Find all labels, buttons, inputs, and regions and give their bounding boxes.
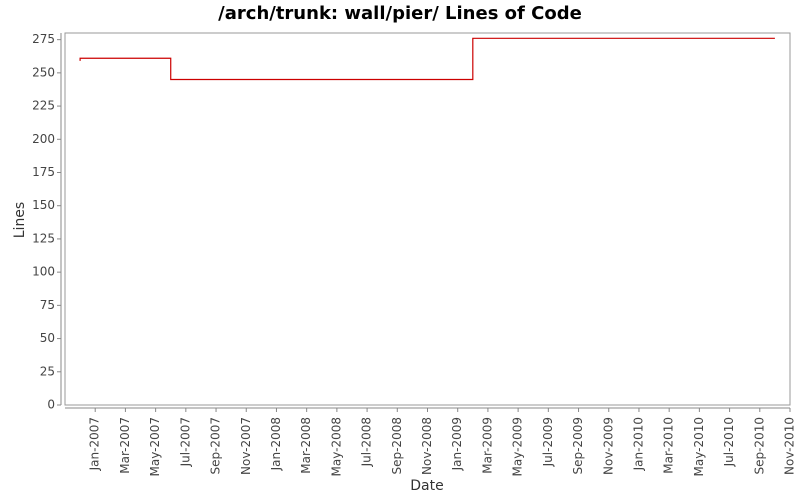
x-tick-label: Jul-2009 xyxy=(541,417,555,467)
x-tick-label: Jul-2008 xyxy=(360,417,374,467)
y-axis-label: Lines xyxy=(12,202,28,238)
y-tick-label: 175 xyxy=(32,165,55,179)
x-tick-label: Nov-2010 xyxy=(783,417,797,475)
y-tick-label: 150 xyxy=(32,198,55,212)
x-tick-label: May-2010 xyxy=(692,417,706,476)
x-tick-label: Mar-2007 xyxy=(118,417,132,474)
y-tick-label: 75 xyxy=(40,298,55,312)
plot-area xyxy=(64,32,791,406)
x-tick-label: May-2008 xyxy=(329,417,343,476)
x-tick-label: Mar-2008 xyxy=(299,417,313,474)
y-tick-label: 50 xyxy=(40,331,55,345)
x-tick-label: Nov-2008 xyxy=(420,417,434,475)
x-axis-label: Date xyxy=(410,478,443,494)
x-tick-label: Jan-2009 xyxy=(450,417,464,471)
x-tick-label: Sep-2007 xyxy=(209,417,223,475)
x-tick-label: Sep-2010 xyxy=(752,417,766,475)
x-tick-label: May-2009 xyxy=(511,417,525,476)
x-tick-label: Jan-2010 xyxy=(631,417,645,471)
x-tick-label: Sep-2008 xyxy=(390,417,404,475)
x-tick-label: May-2007 xyxy=(148,417,162,476)
y-tick-label: 25 xyxy=(40,364,55,378)
x-tick-label: Jul-2007 xyxy=(178,417,192,467)
y-tick-label: 100 xyxy=(32,265,55,279)
y-tick-label: 250 xyxy=(32,65,55,79)
x-tick-label: Mar-2009 xyxy=(480,417,494,474)
y-tick-label: 200 xyxy=(32,132,55,146)
x-tick-label: Nov-2009 xyxy=(601,417,615,475)
x-tick-label: Jan-2007 xyxy=(88,417,102,471)
x-tick-label: Jan-2008 xyxy=(269,417,283,471)
chart-title: /arch/trunk: wall/pier/ Lines of Code xyxy=(218,3,582,24)
x-tick-label: Sep-2009 xyxy=(571,417,585,475)
y-tick-label: 225 xyxy=(32,99,55,113)
x-tick-label: Nov-2007 xyxy=(239,417,253,475)
y-tick-label: 0 xyxy=(47,398,55,412)
data-line xyxy=(79,37,775,81)
y-tick-label: 275 xyxy=(32,32,55,46)
y-tick-label: 125 xyxy=(32,231,55,245)
x-tick-label: Jul-2010 xyxy=(722,417,736,467)
x-tick-label: Mar-2010 xyxy=(662,417,676,474)
